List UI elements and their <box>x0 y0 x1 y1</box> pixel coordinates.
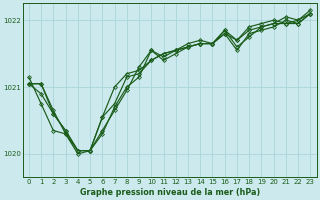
X-axis label: Graphe pression niveau de la mer (hPa): Graphe pression niveau de la mer (hPa) <box>79 188 260 197</box>
